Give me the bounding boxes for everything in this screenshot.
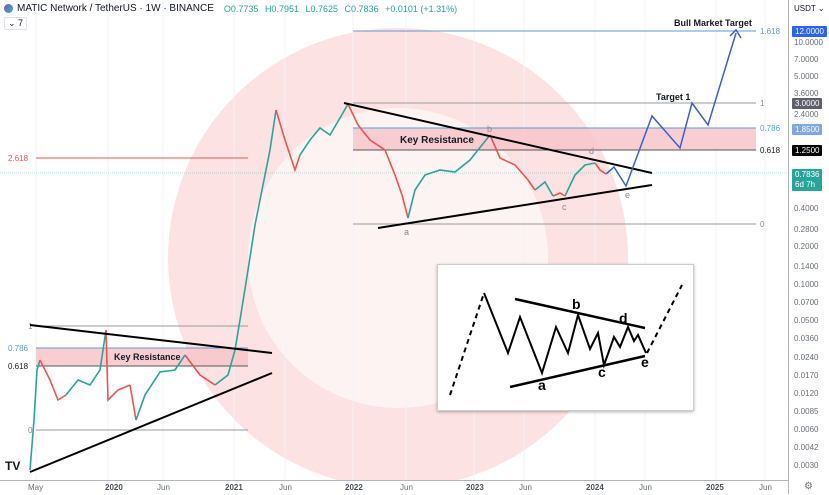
time-tick: 2022: [345, 483, 363, 492]
price-tick: 0.0120: [794, 389, 819, 398]
price-tick: 0.0030: [794, 461, 819, 470]
inset-label-e: e: [641, 354, 649, 370]
watermark: [168, 28, 628, 480]
time-tick: 2021: [225, 483, 243, 492]
settings-gear-icon[interactable]: ⚙: [804, 481, 813, 492]
time-tick: Jun: [639, 483, 652, 492]
fib618-price-pill: 1.2500: [792, 145, 823, 156]
time-tick: 2024: [586, 483, 604, 492]
lower-fib-0786-label: 0.786: [8, 344, 29, 353]
price-tick: 0.0060: [794, 425, 819, 434]
price-tick: 7.0000: [794, 55, 819, 64]
candles: [29, 103, 607, 471]
matic-logo-icon: [4, 4, 13, 13]
price-tick: 2.4000: [794, 110, 819, 119]
price-tick: 0.0360: [794, 334, 819, 343]
inset-label-d: d: [619, 310, 628, 326]
price-tick: 3.6000: [794, 89, 819, 98]
ohlc-values: O0.7735 H0.7951 L0.7625 C0.7836 +0.0101 …: [224, 4, 461, 14]
price-tick: 0.0500: [794, 316, 819, 325]
key-resistance-label-upper: Key Resistance: [400, 135, 474, 146]
time-axis[interactable]: May 2020 Jun 2021 Jun 2022 Jun 2023 Jun …: [0, 480, 788, 495]
time-tick: 2023: [466, 483, 484, 492]
price-tick: 0.0170: [794, 371, 819, 380]
price-tick: 0.0240: [794, 353, 819, 362]
time-tick: Jun: [279, 483, 292, 492]
wave-a-label: a: [404, 227, 409, 237]
target-1-label: Target 1: [656, 92, 690, 102]
key-resistance-zone-lower: [36, 348, 248, 366]
wave-c-label: c: [562, 202, 567, 212]
inset-label-c: c: [598, 364, 606, 380]
price-tick: 0.1400: [794, 262, 819, 271]
wave-e-label: e: [625, 190, 630, 200]
time-tick: 2025: [706, 483, 724, 492]
price-tick: 0.1000: [794, 280, 819, 289]
price-tick: 0.0085: [794, 407, 819, 416]
wave-d-label: d: [589, 146, 594, 156]
currency-selector[interactable]: USDT ⌄: [794, 4, 825, 13]
close-value: C0.7836: [344, 3, 379, 14]
lower-fib-1-label: 1: [28, 322, 33, 331]
key-resistance-label-lower: Key Resistance: [114, 352, 181, 362]
fib-2618-label: 2.618: [8, 154, 29, 163]
price-tick: 0.2800: [794, 225, 819, 234]
fib786-price-pill: 1.8500: [792, 124, 823, 135]
time-tick: May: [28, 483, 44, 492]
tradingview-logo-icon: TV: [5, 459, 20, 473]
last-price-pill: 0.7836 6d 7h: [792, 169, 823, 191]
low-value: L0.7625: [305, 3, 339, 14]
triangle-pattern-inset: a b c d e: [437, 264, 694, 411]
lower-fib-0618-label: 0.618: [8, 362, 29, 371]
price-tick: 0.2000: [794, 242, 819, 251]
time-tick: Jun: [157, 483, 170, 492]
time-tick: 2020: [105, 483, 123, 492]
key-resistance-zone-upper: [353, 128, 756, 150]
bull-market-target-label: Bull Market Target: [674, 18, 752, 28]
arrow-head-icon: [729, 28, 742, 39]
price-tick: 0.0700: [794, 298, 819, 307]
time-tick: Jun: [759, 483, 772, 492]
price-tick: 0.4000: [794, 204, 819, 213]
price-tick: 10.0000: [794, 38, 823, 47]
high-value: H0.7951: [264, 3, 299, 14]
symbol-title[interactable]: MATIC Network / TetherUS · 1W · BINANCE: [17, 3, 214, 14]
inset-label-a: a: [538, 377, 546, 393]
fib-0-label: 0: [760, 220, 765, 229]
fib-0786-label: 0.786: [760, 124, 781, 133]
time-tick: Jun: [519, 483, 532, 492]
fib-1618-label: 1.618: [760, 27, 781, 36]
change-value: +0.0101 (+1.31%): [385, 3, 458, 14]
indicators-toggle[interactable]: ⌄ 7: [4, 17, 28, 30]
wave-b-label: b: [487, 124, 492, 134]
lower-fib-0-label: 0: [28, 426, 33, 435]
projection-path: [605, 32, 737, 188]
open-value: O0.7735: [223, 3, 259, 14]
target1-price-pill: 3.0000: [792, 98, 823, 109]
price-tick: 0.0042: [794, 443, 819, 452]
price-tick: 5.0000: [794, 72, 819, 81]
triangle-lines: [29, 102, 653, 473]
price-axis[interactable]: USDT ⌄ 12.0000 10.0000 7.0000 5.0000 3.6…: [788, 0, 829, 494]
time-tick: Jun: [400, 483, 413, 492]
fib-1-label: 1: [760, 99, 765, 108]
fib-0618-label: 0.618: [760, 146, 781, 155]
abcde-diagram: a b c d e: [449, 284, 683, 396]
bull-target-price-pill: 12.0000: [792, 26, 827, 37]
chart-header: MATIC Network / TetherUS · 1W · BINANCE …: [4, 3, 461, 14]
inset-label-b: b: [572, 296, 581, 312]
